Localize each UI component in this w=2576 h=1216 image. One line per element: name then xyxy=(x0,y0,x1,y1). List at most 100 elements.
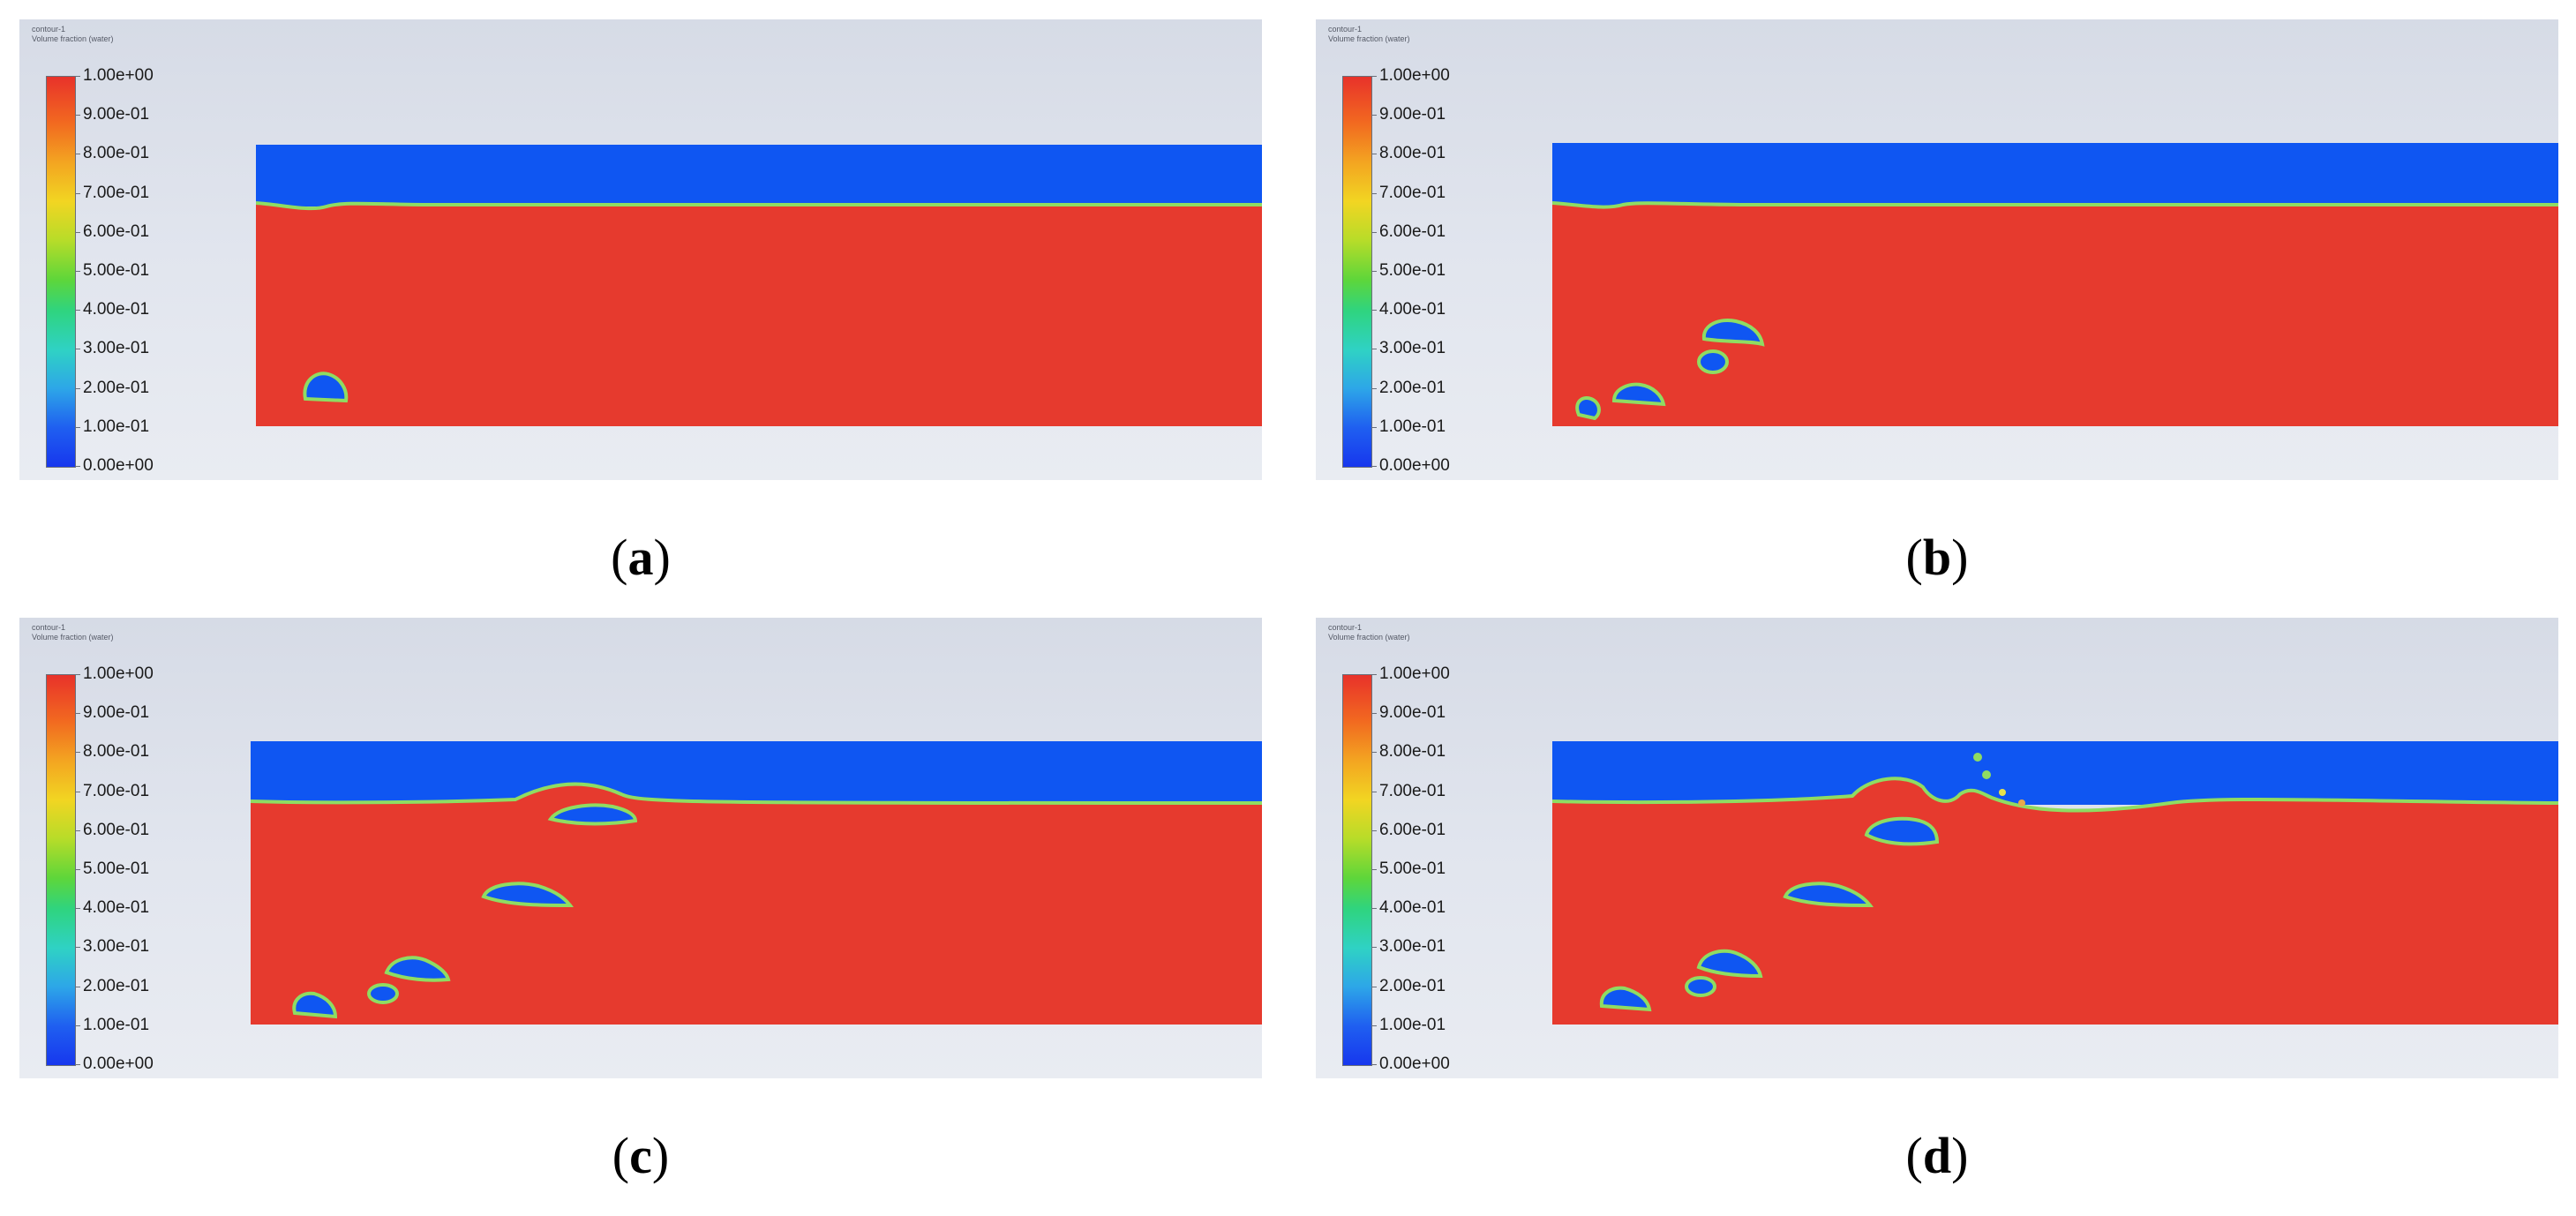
legend-tick-label: 1.00e-01 xyxy=(1379,417,1446,436)
water-region xyxy=(1552,778,2558,1025)
legend-tick-label: 3.00e-01 xyxy=(1379,339,1446,358)
domain-plot xyxy=(256,125,1262,448)
legend-tick-mark xyxy=(75,231,80,233)
domain-plot xyxy=(1552,125,2558,448)
legend-tick-label: 2.00e-01 xyxy=(1379,378,1446,397)
color-bar xyxy=(46,76,76,468)
legend-tick-label: 0.00e+00 xyxy=(83,456,154,475)
legend-tick-label: 6.00e-01 xyxy=(1379,221,1446,241)
air-region xyxy=(251,741,1262,805)
legend-tick-label: 9.00e-01 xyxy=(83,105,150,124)
legend-tick-label: 2.00e-01 xyxy=(83,976,150,995)
legend-tick-mark xyxy=(75,869,80,870)
contour-view: contour-1 Volume fraction (water) 1.00e+… xyxy=(19,618,1262,1078)
droplet xyxy=(1973,753,1982,762)
air-region xyxy=(256,145,1262,206)
legend-tick-mark xyxy=(1371,829,1377,831)
bubble xyxy=(303,372,349,403)
legend-tick-label: 1.00e-01 xyxy=(83,1015,150,1034)
domain-plot xyxy=(1552,724,2558,1047)
legend-tick-mark xyxy=(75,1025,80,1026)
droplet xyxy=(1999,789,2006,796)
legend-tick-label: 8.00e-01 xyxy=(83,144,150,163)
legend-tick-mark xyxy=(1371,310,1377,312)
legend-tick-label: 2.00e-01 xyxy=(1379,976,1446,995)
volume-fraction-contour xyxy=(256,145,1262,426)
legend-tick-mark xyxy=(75,908,80,910)
legend-tick-label: 6.00e-01 xyxy=(1379,820,1446,839)
legend-tick-label: 8.00e-01 xyxy=(1379,144,1446,163)
droplet xyxy=(2018,799,2025,807)
legend-tick-mark xyxy=(75,947,80,949)
color-bar xyxy=(46,674,76,1066)
legend-tick-mark xyxy=(1371,1025,1377,1026)
bubble xyxy=(1685,976,1716,997)
legend-tick-label: 8.00e-01 xyxy=(83,742,150,762)
legend-tick-label: 9.00e-01 xyxy=(1379,105,1446,124)
bubble xyxy=(1599,986,1652,1012)
legend-tick-label: 1.00e-01 xyxy=(1379,1015,1446,1034)
legend-tick-mark xyxy=(75,713,80,715)
bubble xyxy=(1701,319,1765,347)
droplet xyxy=(1982,770,1991,779)
free-surface xyxy=(1552,777,2558,813)
domain-plot xyxy=(251,724,1262,1047)
legend-tick-label: 7.00e-01 xyxy=(1379,183,1446,202)
legend-tick-label: 3.00e-01 xyxy=(83,339,150,358)
bubble xyxy=(384,956,451,982)
bubble xyxy=(1864,816,1940,846)
legend-tick-label: 9.00e-01 xyxy=(83,703,150,723)
legend-tick-mark xyxy=(1371,192,1377,194)
legend-tick-label: 6.00e-01 xyxy=(83,221,150,241)
legend-tick-label: 7.00e-01 xyxy=(83,781,150,800)
legend-tick-mark xyxy=(75,115,80,116)
caption-a: (a) xyxy=(611,529,671,586)
legend-tick-mark xyxy=(75,752,80,754)
legend-tick-mark xyxy=(75,466,80,467)
legend-tick-mark xyxy=(75,829,80,831)
legend-tick-mark xyxy=(1371,752,1377,754)
legend-tick-label: 7.00e-01 xyxy=(1379,781,1446,800)
legend-header: contour-1 xyxy=(1328,25,1363,34)
legend-tick-label: 2.00e-01 xyxy=(83,378,150,397)
contour-view: contour-1 Volume fraction (water) 1.00e+… xyxy=(1316,19,2558,480)
caption-c: (c) xyxy=(612,1127,670,1184)
legend-header: contour-1 xyxy=(1328,623,1363,632)
legend-tick-mark xyxy=(75,1064,80,1065)
free-surface xyxy=(251,782,1262,805)
legend-tick-label: 0.00e+00 xyxy=(83,1055,154,1073)
bubble xyxy=(292,991,338,1019)
legend-tick-label: 1.00e+00 xyxy=(1379,664,1450,683)
legend-tick-mark xyxy=(75,271,80,272)
legend-tick-mark xyxy=(75,76,80,77)
legend-subheader: Volume fraction (water) xyxy=(1328,34,1410,43)
legend-tick-mark xyxy=(75,310,80,312)
air-region xyxy=(1552,143,2558,206)
bubble xyxy=(1575,396,1601,421)
legend-tick-label: 4.00e-01 xyxy=(83,300,150,319)
legend-tick-label: 6.00e-01 xyxy=(83,820,150,839)
volume-fraction-contour xyxy=(1552,143,2558,426)
caption-d: (d) xyxy=(1905,1127,1969,1184)
legend-tick-mark xyxy=(1371,231,1377,233)
legend-tick-mark xyxy=(1371,947,1377,949)
legend-tick-label: 4.00e-01 xyxy=(1379,300,1446,319)
legend-tick-mark xyxy=(1371,869,1377,870)
contour-view: contour-1 Volume fraction (water) 1.00e+… xyxy=(19,19,1262,480)
water-region xyxy=(1552,203,2558,426)
legend-subheader: Volume fraction (water) xyxy=(32,34,114,43)
legend-subheader: Volume fraction (water) xyxy=(32,633,114,642)
color-bar xyxy=(1342,76,1372,468)
legend-tick-label: 0.00e+00 xyxy=(1379,456,1450,475)
legend-tick-label: 3.00e-01 xyxy=(83,937,150,957)
legend-tick-mark xyxy=(75,192,80,194)
legend-tick-mark xyxy=(1371,674,1377,675)
legend-tick-label: 5.00e-01 xyxy=(1379,261,1446,280)
bubble xyxy=(1783,882,1874,908)
volume-fraction-contour xyxy=(1552,741,2558,1025)
bubble xyxy=(481,882,575,908)
legend-tick-label: 0.00e+00 xyxy=(1379,1055,1450,1073)
legend-subheader: Volume fraction (water) xyxy=(1328,633,1410,642)
bubble xyxy=(547,803,638,826)
legend-tick-mark xyxy=(1371,466,1377,467)
